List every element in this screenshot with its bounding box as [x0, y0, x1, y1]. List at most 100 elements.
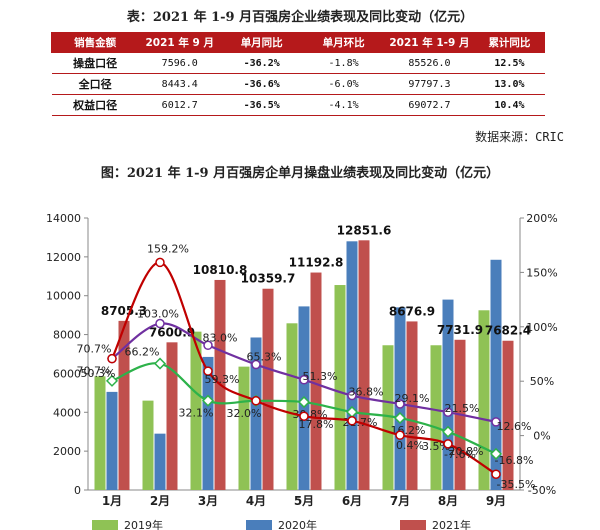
line-marker	[203, 340, 213, 351]
bar-2019年	[478, 310, 490, 490]
x-tick-label: 4月	[246, 494, 266, 508]
line-marker	[347, 416, 357, 426]
table-row: 权益口径 6012.7 -36.5% -4.1% 69072.7 10.4%	[51, 94, 545, 116]
bar-value-label: 10359.7	[241, 272, 296, 286]
x-tick-label: 9月	[486, 494, 506, 508]
table-cell: -36.5%	[220, 94, 303, 116]
bar-2020年	[106, 391, 118, 490]
y-right-tick-label: 50%	[530, 375, 554, 388]
line-value-label: 159.2%	[147, 242, 189, 255]
table-cell: -4.1%	[302, 94, 385, 116]
y-left-tick-label: 4000	[53, 406, 81, 419]
line-value-label: 17.8%	[299, 418, 334, 431]
line-marker	[107, 353, 117, 364]
line-value-label: 32.1%	[179, 407, 214, 420]
legend-label: 2020年	[278, 518, 317, 530]
y-right-tick-label: 100%	[526, 321, 557, 334]
y-right-tick-label: -50%	[528, 484, 556, 497]
line-value-label: 32.0%	[227, 407, 262, 420]
table-cell: 6012.7	[138, 94, 221, 116]
legend-swatch	[400, 520, 426, 530]
bar-2019年	[334, 285, 346, 490]
line-value-label: 20.8%	[449, 445, 484, 458]
bar-2021年	[166, 342, 178, 490]
bar-2019年	[382, 345, 394, 490]
x-tick-label: 1月	[102, 494, 122, 508]
line-value-label: 65.3%	[247, 351, 282, 364]
bar-2020年	[346, 241, 358, 490]
bar-2020年	[490, 259, 502, 490]
bar-2020年	[202, 356, 214, 490]
x-tick-label: 5月	[294, 494, 314, 508]
bar-2021年	[310, 272, 322, 490]
table-title: 表：2021 年 1-9 月百强房企业绩表现及同比变动（亿元）	[126, 10, 474, 25]
line-marker	[441, 425, 455, 438]
line-marker	[155, 318, 165, 329]
header-cell: 2021 年 1-9 月	[383, 32, 475, 53]
line-value-label: 0.4%	[396, 439, 424, 452]
header-cell: 累计同比	[473, 32, 546, 53]
line-marker	[299, 411, 309, 421]
bar-2019年	[286, 323, 298, 490]
legend-swatch	[246, 520, 272, 530]
legend-label: 2019年	[124, 518, 163, 530]
line-value-label: 66.2%	[125, 346, 160, 359]
y-left-tick-label: 2000	[53, 445, 81, 458]
line-marker	[443, 407, 453, 417]
bar-value-label: 11192.8	[289, 256, 344, 270]
bar-2020年	[250, 337, 262, 490]
bar-value-label: 7731.9	[437, 323, 483, 337]
line-value-label: 59.3%	[205, 373, 240, 386]
y-right-tick-label: 200%	[526, 212, 557, 225]
bar-2019年	[430, 345, 442, 490]
line-value-label: 103.0%	[137, 308, 179, 321]
line-marker	[201, 394, 215, 407]
legend-label: 2021年	[432, 518, 471, 530]
table-row: 全口径 8443.4 -36.6% -6.0% 97797.3 13.0%	[51, 73, 545, 95]
line-value-label: 21.5%	[445, 402, 480, 415]
line-marker	[443, 439, 453, 449]
bar-2019年	[238, 366, 250, 490]
line-marker	[297, 396, 311, 409]
line-marker	[395, 430, 405, 440]
bar-value-label: 7600.9	[149, 325, 195, 339]
line-marker	[155, 257, 165, 268]
line-marker	[299, 375, 309, 385]
line-marker	[491, 469, 501, 479]
line-marker	[203, 366, 213, 376]
y-left-tick-label: 10000	[46, 290, 81, 303]
chart-title: 图：2021 年 1-9 月百强房企单月操盘业绩表现及同比变动（亿元）	[100, 166, 500, 181]
line-marker	[489, 447, 503, 460]
bar-2019年	[94, 376, 106, 490]
bar-value-label: 7682.4	[485, 324, 531, 338]
bar-2021年	[262, 288, 274, 490]
line-value-label: 83.0%	[203, 331, 238, 344]
row-label: 全口径	[51, 73, 139, 95]
line-marker	[491, 417, 501, 427]
y-left-tick-label: 14000	[46, 212, 81, 225]
table-cell: 69072.7	[384, 94, 475, 116]
bar-value-label: 12851.6	[337, 223, 392, 237]
x-tick-label: 7月	[390, 494, 410, 508]
x-tick-label: 2月	[150, 494, 170, 508]
line-value-label: 36.8%	[349, 386, 384, 399]
header-cell: 2021 年 9 月	[138, 32, 222, 53]
bar-2021年	[118, 320, 130, 490]
bar-2021年	[502, 340, 514, 490]
row-label: 权益口径	[51, 94, 139, 116]
table-header-row: 销售金额 2021 年 9 月 单月同比 单月环比 2021 年 1-9 月 累…	[50, 32, 546, 53]
legend-swatch	[92, 520, 118, 530]
x-tick-label: 8月	[438, 494, 458, 508]
line-value-label: -7.6%	[444, 448, 476, 461]
bar-value-label: 8676.9	[389, 304, 435, 318]
line-value-label: 70.7%	[77, 343, 112, 356]
sales-table: 销售金额 2021 年 9 月 单月同比 单月环比 2021 年 1-9 月 累…	[50, 32, 546, 116]
x-tick-label: 3月	[198, 494, 218, 508]
y-left-tick-label: 12000	[46, 251, 81, 264]
bar-2019年	[142, 400, 154, 490]
line-value-label: -16.8%	[495, 454, 534, 467]
line-marker	[251, 396, 261, 406]
x-tick-label: 6月	[342, 494, 362, 508]
bar-2019年	[190, 331, 202, 490]
line-marker	[393, 411, 407, 425]
